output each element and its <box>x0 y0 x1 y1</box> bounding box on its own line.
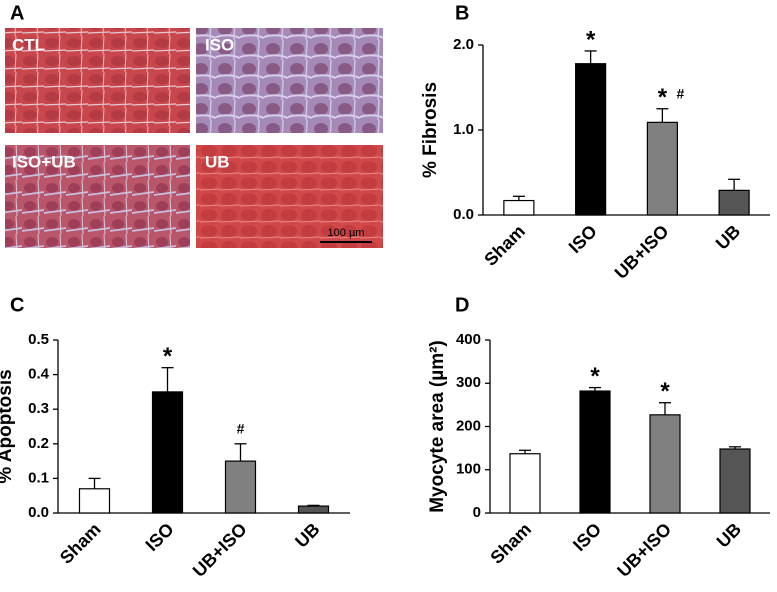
y-tick-label: 400 <box>456 331 481 348</box>
significance-mark: * <box>658 84 668 111</box>
y-tick-label: 200 <box>456 417 481 434</box>
y-tick-label: 0.0 <box>28 504 49 521</box>
x-tick-label: UB <box>713 519 746 552</box>
x-tick-label: Sham <box>486 519 535 568</box>
bar <box>509 453 541 514</box>
bar <box>649 414 681 514</box>
bar <box>224 460 257 514</box>
x-tick-label: UB+ISO <box>189 519 251 581</box>
bar <box>718 189 750 216</box>
x-tick-label: Sham <box>480 221 529 270</box>
y-tick-label: 0.3 <box>28 400 49 417</box>
x-tick-label: UB <box>291 519 324 552</box>
significance-mark: * <box>163 343 173 370</box>
y-tick-label: 1.0 <box>453 121 474 138</box>
x-tick-label: Sham <box>56 519 105 568</box>
scale-bar-label: 100 µm <box>328 227 365 239</box>
x-tick-label: UB+ISO <box>611 221 673 283</box>
panel-label: B <box>455 2 469 24</box>
y-tick-label: 0.4 <box>28 366 50 383</box>
histology-image <box>5 28 190 133</box>
significance-mark: # <box>676 85 684 101</box>
x-tick-label: ISO <box>565 221 601 257</box>
y-tick-label: 100 <box>456 461 481 478</box>
image-label: ISO <box>205 35 234 54</box>
panel-label: A <box>10 2 24 24</box>
histology-image <box>196 145 383 248</box>
y-axis-label: % Fibrosis <box>420 82 441 178</box>
bar <box>579 390 611 514</box>
bar <box>297 505 330 514</box>
y-tick-label: 0.1 <box>28 469 49 486</box>
x-tick-label: ISO <box>569 519 605 555</box>
y-axis-label: % Apoptosis <box>0 369 16 483</box>
bar <box>719 448 751 514</box>
y-tick-label: 300 <box>456 374 481 391</box>
image-label: ISO+UB <box>12 152 76 171</box>
y-tick-label: 0.5 <box>28 331 49 348</box>
y-tick-label: 0.0 <box>453 206 474 223</box>
y-tick-label: 0.2 <box>28 435 49 452</box>
bar <box>151 391 184 514</box>
significance-mark: # <box>237 421 245 437</box>
y-axis-label: Myocyte area (µm²) <box>427 340 448 513</box>
panel-label: D <box>455 294 469 316</box>
bar <box>503 199 535 216</box>
histology-image <box>196 28 383 133</box>
significance-mark: * <box>590 363 600 390</box>
y-tick-label: 0 <box>473 504 481 521</box>
significance-mark: * <box>660 378 670 405</box>
bar <box>646 121 678 216</box>
image-label: UB <box>205 152 230 171</box>
bar <box>78 488 111 514</box>
histology-image <box>5 145 190 248</box>
bar <box>575 63 607 216</box>
image-label: CTL <box>12 35 45 54</box>
significance-mark: * <box>586 26 596 53</box>
x-tick-label: ISO <box>142 519 178 555</box>
x-tick-label: UB <box>712 221 745 254</box>
y-tick-label: 2.0 <box>453 36 474 53</box>
x-tick-label: UB+ISO <box>613 519 675 581</box>
panel-label: C <box>10 294 24 316</box>
